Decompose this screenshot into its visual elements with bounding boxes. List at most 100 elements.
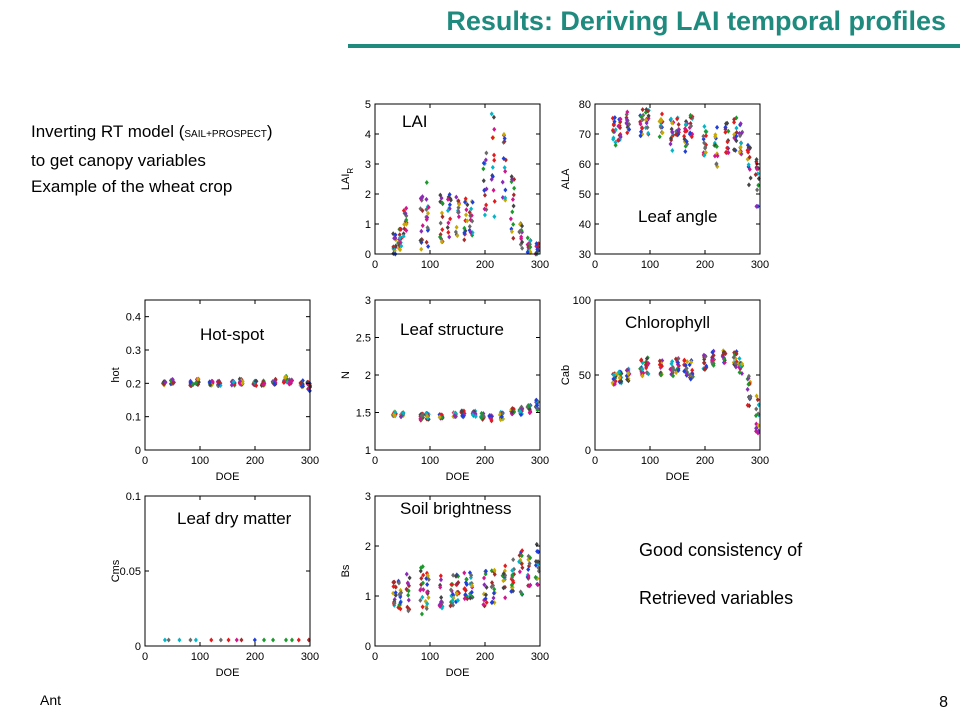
data-point (468, 229, 473, 235)
data-point (454, 582, 459, 588)
data-point (490, 164, 495, 170)
data-point (510, 572, 515, 578)
data-point (240, 380, 245, 386)
data-point (404, 217, 409, 223)
data-point (525, 249, 530, 255)
data-point (262, 637, 267, 643)
data-point (424, 196, 429, 202)
data-point (418, 237, 423, 243)
data-point (746, 373, 751, 379)
data-point (674, 370, 679, 376)
data-point (481, 602, 486, 608)
data-point (721, 351, 726, 357)
data-point (439, 415, 444, 421)
data-point (511, 192, 516, 198)
data-point (229, 382, 234, 388)
data-point (448, 603, 453, 609)
data-point (528, 555, 533, 561)
data-point (470, 230, 475, 236)
data-point (401, 233, 406, 239)
data-point (465, 202, 470, 208)
axes-box (374, 495, 541, 647)
data-point (738, 121, 743, 127)
data-point (670, 364, 675, 370)
data-point (397, 602, 402, 608)
data-point (425, 225, 430, 231)
y-axis-label: LAIR (340, 168, 355, 191)
data-point (467, 227, 472, 233)
x-tick-label: 200 (476, 259, 494, 271)
data-point (404, 227, 409, 233)
data-point (271, 637, 276, 643)
data-point (618, 133, 623, 139)
data-point (423, 598, 428, 604)
data-point (745, 156, 750, 162)
data-point (469, 589, 474, 595)
x-tick-label: 100 (421, 651, 439, 663)
data-point (406, 583, 411, 589)
y-tick-label: 0.4 (126, 312, 141, 324)
y-tick-label: 60 (579, 159, 591, 171)
data-point (468, 575, 473, 581)
data-point (492, 567, 497, 573)
data-point (675, 116, 680, 122)
data-point (510, 405, 515, 411)
data-point (462, 570, 467, 576)
panel-title: Leaf angle (638, 207, 717, 226)
data-point (511, 235, 516, 241)
data-point (720, 354, 725, 360)
data-point (617, 375, 622, 381)
data-point (447, 202, 452, 208)
data-point (535, 402, 540, 408)
data-point (645, 108, 650, 114)
data-point (682, 368, 687, 374)
y-axis-label: ALA (560, 168, 572, 189)
data-points (391, 111, 541, 257)
data-point (683, 126, 688, 132)
data-point (712, 153, 717, 159)
data-point (502, 568, 507, 574)
data-point (520, 245, 525, 251)
data-point (536, 399, 541, 405)
data-point (527, 583, 532, 589)
data-point (424, 216, 429, 222)
data-point (446, 229, 451, 235)
data-point (491, 595, 496, 601)
data-point (401, 410, 406, 416)
data-point (625, 367, 630, 373)
x-axis-label: DOE (446, 471, 470, 483)
data-point (440, 200, 445, 206)
data-point (406, 588, 411, 594)
data-point (536, 565, 541, 571)
data-point (748, 175, 753, 181)
data-point (439, 239, 444, 245)
data-point (405, 604, 410, 610)
data-point (638, 133, 643, 139)
data-point (689, 123, 694, 129)
data-point (723, 124, 728, 130)
data-point (492, 157, 497, 163)
data-point (484, 202, 489, 208)
data-point (745, 402, 750, 408)
data-point (425, 573, 430, 579)
data-point (491, 114, 496, 120)
data-point (610, 115, 615, 121)
intro-line-2: to get canopy variables (31, 151, 206, 170)
data-point (196, 379, 201, 385)
data-point (640, 373, 645, 379)
data-point (398, 226, 403, 232)
x-tick-label: 100 (421, 259, 439, 271)
data-point (627, 121, 632, 127)
data-point (396, 240, 401, 246)
data-point (438, 584, 443, 590)
y-tick-label: 80 (579, 99, 591, 111)
data-point (287, 381, 292, 387)
data-point (616, 369, 621, 375)
data-point (732, 119, 737, 125)
data-point (528, 244, 533, 250)
data-point (468, 595, 473, 601)
data-point (393, 411, 398, 417)
data-point (463, 592, 468, 598)
data-point (671, 373, 676, 379)
data-point (723, 129, 728, 135)
